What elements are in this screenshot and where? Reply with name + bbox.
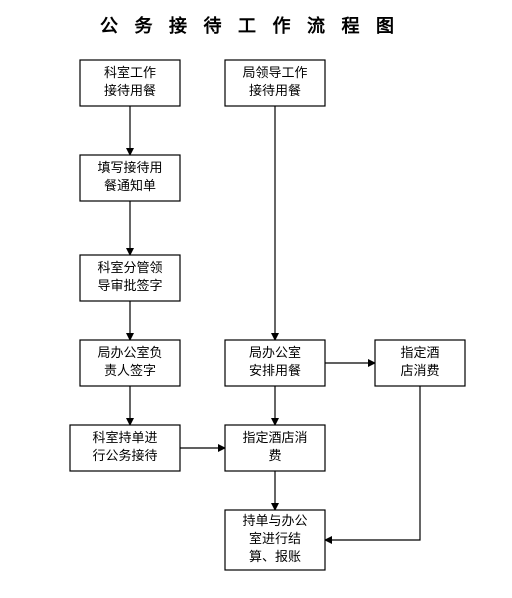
- flow-node-label: 科室持单进: [92, 430, 157, 445]
- flow-node-label: 导审批签字: [97, 278, 162, 293]
- flow-node-label: 科室分管领: [97, 260, 162, 275]
- flow-node-label: 填写接待用: [97, 160, 162, 175]
- flow-node-label: 指定酒店消: [242, 430, 307, 445]
- flow-node-label: 责人签字: [104, 363, 156, 378]
- page-title: 公 务 接 待 工 作 流 程 图: [100, 15, 400, 36]
- flow-node-label: 店消费: [400, 363, 439, 378]
- flowchart-canvas: 公 务 接 待 工 作 流 程 图 科室工作接待用餐填写接待用餐通知单科室分管领…: [0, 0, 512, 598]
- flow-node-label: 接待用餐: [104, 83, 156, 98]
- flow-node-label: 行公务接待: [92, 448, 157, 463]
- flow-node-label: 局办公室负: [97, 345, 162, 360]
- flow-node-label: 算、报账: [249, 549, 301, 564]
- flow-node-label: 安排用餐: [249, 363, 301, 378]
- nodes-layer: 科室工作接待用餐填写接待用餐通知单科室分管领导审批签字局办公室负责人签字科室持单…: [70, 60, 465, 570]
- flow-edge: [325, 386, 420, 540]
- flow-node-label: 局办公室: [249, 345, 301, 360]
- flow-node-label: 科室工作: [104, 65, 156, 80]
- flow-node-label: 室进行结: [249, 531, 301, 546]
- flow-node-label: 局领导工作: [242, 65, 307, 80]
- flow-node-label: 费: [268, 448, 281, 463]
- flow-node-label: 接待用餐: [249, 83, 301, 98]
- flow-node-label: 餐通知单: [104, 178, 156, 193]
- flow-node-label: 持单与办公: [242, 513, 307, 528]
- flow-node-label: 指定酒: [400, 345, 439, 360]
